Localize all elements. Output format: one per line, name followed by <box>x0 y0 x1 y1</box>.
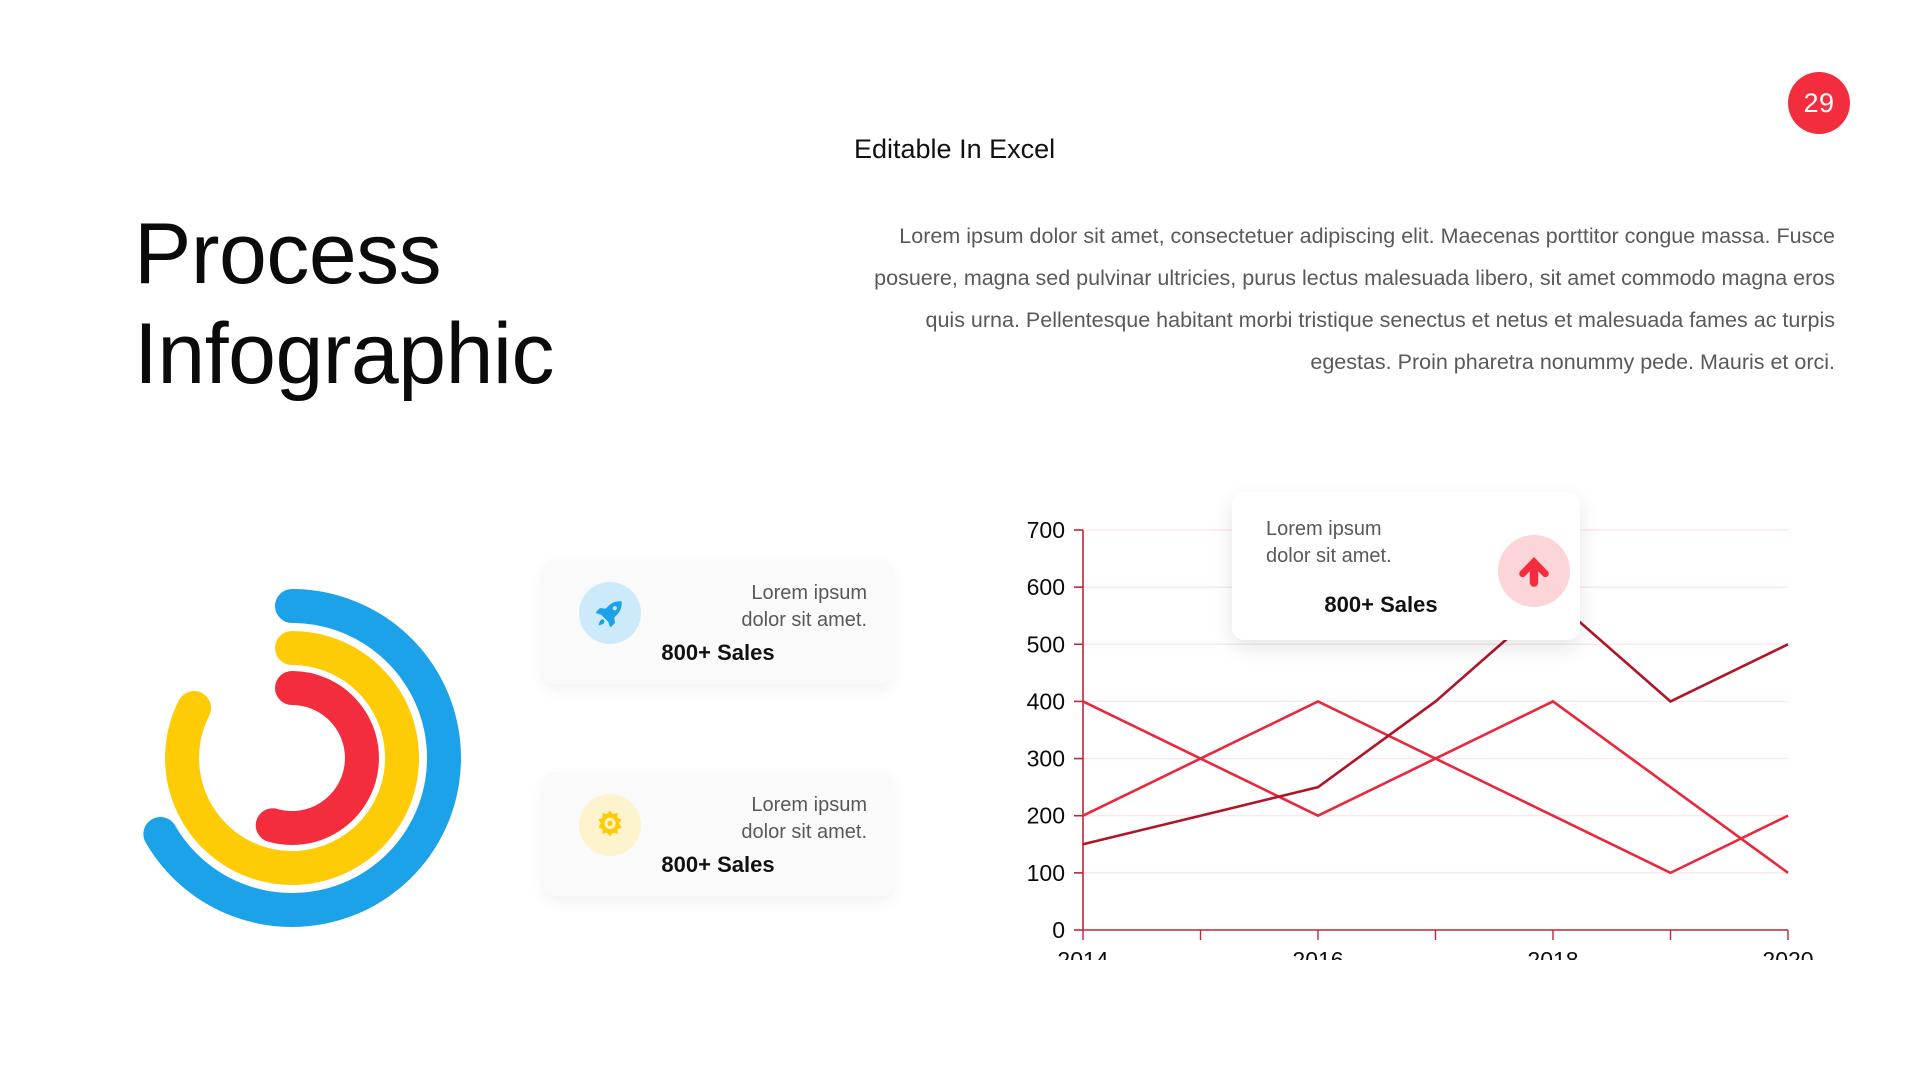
info-card-metric: 800+ Sales <box>661 640 775 665</box>
svg-text:2020: 2020 <box>1762 947 1813 960</box>
donut-chart <box>82 548 502 968</box>
donut-inner-ring <box>255 671 379 845</box>
intro-paragraph: Lorem ipsum dolor sit amet, consectetuer… <box>874 224 1835 375</box>
tooltip-description: Lorem ipsum dolor sit amet. <box>1266 518 1392 567</box>
page-number-label: 29 <box>1803 87 1835 118</box>
chart-tooltip-card[interactable]: Lorem ipsum dolor sit amet. 800+ Sales <box>1232 492 1580 640</box>
gear-icon-glyph <box>598 810 622 837</box>
donut-middle-ring <box>165 631 420 885</box>
chart-y-axis-ticks <box>1074 529 1083 931</box>
donut-outer-ring <box>143 589 461 927</box>
chart-series-lines <box>1082 596 1789 875</box>
chart-y-axis-ticklabels: 0 100 200 300 400 500 600 700 <box>1027 517 1065 943</box>
info-card-description: Lorem ipsum dolor sit amet. <box>741 794 867 843</box>
svg-text:400: 400 <box>1027 688 1065 714</box>
gear-icon <box>579 794 641 856</box>
section-subtitle: Editable In Excel <box>854 134 1056 164</box>
svg-text:2018: 2018 <box>1527 947 1578 960</box>
svg-text:2016: 2016 <box>1292 947 1343 960</box>
svg-text:100: 100 <box>1027 860 1065 886</box>
line-chart: 0 100 200 300 400 500 600 700 2014 2016 2018 2020 <box>1010 500 1840 960</box>
svg-text:600: 600 <box>1027 574 1065 600</box>
rocket-icon-glyph <box>596 600 622 627</box>
info-card-gear[interactable]: Lorem ipsum dolor sit amet. 800+ Sales <box>543 772 893 896</box>
arrow-up-icon-glyph <box>1519 557 1549 587</box>
donut-svg <box>143 589 461 927</box>
page-title-line-2: Infographic <box>134 305 555 402</box>
svg-text:700: 700 <box>1027 517 1065 543</box>
page-title-line-1: Process <box>134 206 442 302</box>
chart-x-axis-ticks <box>1082 930 1789 940</box>
svg-text:300: 300 <box>1027 746 1065 772</box>
tooltip-metric: 800+ Sales <box>1324 592 1438 617</box>
page-title: Process Infographic <box>134 205 555 405</box>
info-card-description: Lorem ipsum dolor sit amet. <box>741 582 867 631</box>
rocket-icon <box>579 582 641 644</box>
info-card-rocket[interactable]: Lorem ipsum dolor sit amet. 800+ Sales <box>543 560 893 684</box>
info-card-metric: 800+ Sales <box>661 852 775 877</box>
chart-x-axis-ticklabels: 2014 2016 2018 2020 <box>1057 947 1813 960</box>
arrow-up-icon <box>1498 535 1570 607</box>
svg-text:200: 200 <box>1027 803 1065 829</box>
svg-text:500: 500 <box>1027 631 1065 657</box>
svg-text:2014: 2014 <box>1057 947 1108 960</box>
page-number-badge: 29 <box>1788 72 1850 134</box>
line-chart-svg: 0 100 200 300 400 500 600 700 2014 2016 2018 2020 <box>1027 517 1814 960</box>
svg-text:0: 0 <box>1052 917 1065 943</box>
